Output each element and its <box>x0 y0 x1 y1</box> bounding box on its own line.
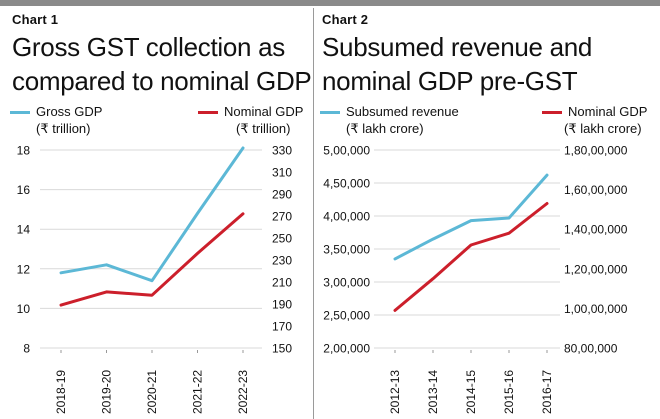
series-line-red <box>393 202 549 312</box>
y-left-tick-label: 5,00,000 <box>323 144 370 158</box>
y-left-tick-label: 2,50,000 <box>323 309 370 323</box>
y-left-tick-label: 4,00,000 <box>323 210 370 224</box>
x-tick-label: 2018-19 <box>54 370 68 414</box>
x-tick-label: 2012-13 <box>388 370 402 414</box>
chart-2-title-line-2: nominal GDP pre-GST <box>322 66 578 96</box>
panel-divider <box>313 8 314 419</box>
chart-1-title-line-2: compared to nominal GDP <box>12 66 312 96</box>
y-right-tick-label: 1,80,00,000 <box>564 144 628 158</box>
y-left-tick-label: 14 <box>17 223 31 237</box>
series-line-blue <box>393 173 549 261</box>
chart-2-label: Chart 2 <box>322 12 369 27</box>
legend-series-name: Nominal GDP <box>568 104 648 119</box>
y-right-tick-label: 290 <box>272 188 292 202</box>
legend-swatch-blue <box>320 111 340 114</box>
x-tick-label: 2022-23 <box>236 370 250 414</box>
legend-series-unit: (₹ lakh crore) <box>346 121 424 136</box>
legend-swatch-red <box>198 111 218 114</box>
chart-2-plot: 5,00,000 4,50,000 4,00,000 3,50,000 3,00,000… <box>323 144 628 415</box>
y-left-tick-label: 4,50,000 <box>323 177 370 191</box>
y-right-tick-label: 250 <box>272 232 292 246</box>
x-tick-label: 2014-15 <box>464 370 478 414</box>
chart-1-plot: 18 16 14 12 10 8 330 310 290 270 250 230 210 190 170 15… <box>17 144 293 415</box>
top-rule <box>0 0 660 6</box>
legend-swatch-red <box>542 111 562 114</box>
legend-series-name: Nominal GDP <box>224 104 304 119</box>
legend-series-unit: (₹ lakh crore) <box>564 121 642 136</box>
y-left-tick-label: 10 <box>17 302 31 316</box>
chart-1-title-line-1: Gross GST collection as <box>12 32 285 62</box>
chart-2-panel: Chart 2 Subsumed revenue and nominal GDP… <box>318 10 660 419</box>
y-right-tick-label: 190 <box>272 298 292 312</box>
chart-2-title: Subsumed revenue and nominal GDP pre-GST <box>322 30 592 98</box>
series-line-red <box>59 212 245 307</box>
legend-series-name: Gross GDP <box>36 104 103 119</box>
y-right-tick-label: 1,40,00,000 <box>564 223 628 237</box>
y-right-tick-label: 230 <box>272 254 292 268</box>
y-right-tick-label: 330 <box>272 144 292 158</box>
y-right-tick-label: 1,20,00,000 <box>564 262 628 276</box>
x-tick-label: 2020-21 <box>145 370 159 414</box>
series-line-blue <box>59 146 245 283</box>
y-left-tick-label: 2,00,000 <box>323 342 370 356</box>
y-left-tick-label: 18 <box>17 144 31 158</box>
y-left-tick-label: 16 <box>17 183 31 197</box>
chart-1-label: Chart 1 <box>12 12 59 27</box>
y-left-tick-label: 3,50,000 <box>323 243 370 257</box>
y-right-tick-label: 150 <box>272 342 292 356</box>
legend-swatch-blue <box>10 111 30 114</box>
legend-series-unit: (₹ trillion) <box>236 121 291 136</box>
legend-series-name: Subsumed revenue <box>346 104 459 119</box>
x-tick-label: 2016-17 <box>540 370 554 414</box>
y-right-tick-label: 1,60,00,000 <box>564 183 628 197</box>
x-tick-label: 2021-22 <box>191 370 205 414</box>
y-right-tick-label: 270 <box>272 210 292 224</box>
y-right-tick-label: 310 <box>272 166 292 180</box>
y-right-tick-label: 210 <box>272 276 292 290</box>
chart-1-panel: Chart 1 Gross GST collection as compared… <box>0 10 313 419</box>
y-left-tick-label: 12 <box>17 262 31 276</box>
y-right-tick-label: 80,00,000 <box>564 342 618 356</box>
y-right-tick-label: 1,00,00,000 <box>564 302 628 316</box>
x-tick-label: 2015-16 <box>502 370 516 414</box>
x-tick-label: 2019-20 <box>100 370 114 414</box>
chart-2-title-line-1: Subsumed revenue and <box>322 32 593 62</box>
y-left-tick-label: 8 <box>23 342 30 356</box>
legend-series-unit: (₹ trillion) <box>36 121 91 136</box>
x-tick-label: 2013-14 <box>426 370 440 414</box>
chart-1-title: Gross GST collection as compared to nomi… <box>12 30 312 98</box>
y-left-tick-label: 3,00,000 <box>323 276 370 290</box>
y-right-tick-label: 170 <box>272 320 292 334</box>
